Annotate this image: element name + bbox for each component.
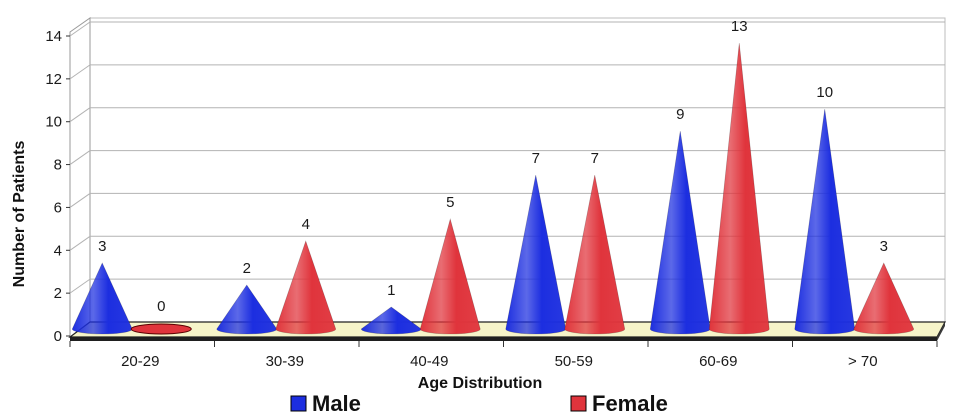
gridline-side	[69, 150, 91, 165]
x-tick-label: 50-59	[555, 353, 593, 370]
cone-base-flat	[130, 323, 192, 335]
data-label-female: 0	[157, 298, 165, 315]
data-label-female: 13	[731, 18, 748, 35]
x-tick-label: 20-29	[121, 353, 159, 370]
cone-female-5	[853, 262, 915, 335]
data-labels: 3 0 2 4 1 5 7 7 9 13 10 3	[98, 18, 888, 315]
x-tick-label: 60-69	[699, 353, 737, 370]
gridline-side	[69, 235, 91, 251]
y-tick-label: 4	[54, 242, 62, 259]
cone-series	[71, 42, 915, 335]
floor-edge	[70, 337, 937, 341]
x-tick-label: > 70	[848, 353, 878, 370]
data-label-male: 7	[532, 150, 540, 167]
y-tick-label: 10	[45, 114, 62, 131]
legend: Male Female	[290, 391, 668, 416]
cone-female-4	[708, 42, 770, 335]
side-wall	[69, 17, 91, 338]
data-label-male: 10	[816, 84, 833, 101]
legend-label-female: Female	[592, 391, 668, 416]
data-label-female: 4	[302, 216, 310, 233]
x-tick-label: 40-49	[410, 353, 448, 370]
data-label-male: 9	[676, 106, 684, 123]
x-axis-title: Age Distribution	[418, 375, 542, 392]
data-label-male: 3	[98, 238, 106, 255]
cone-female-1	[275, 240, 337, 335]
cone-female-3	[564, 174, 626, 335]
y-tick-label: 12	[45, 71, 62, 88]
gridline-side	[69, 21, 91, 37]
y-tick-label: 2	[54, 285, 62, 302]
data-label-male: 1	[387, 282, 395, 299]
legend-swatch-male	[290, 395, 307, 412]
data-label-female: 3	[880, 238, 888, 255]
floor-edge-side	[937, 322, 945, 341]
y-tick-label: 14	[45, 28, 62, 45]
y-tick-label: 8	[54, 157, 62, 174]
legend-swatch-female	[570, 395, 587, 412]
cone-female-0	[130, 323, 192, 335]
data-label-female: 7	[591, 150, 599, 167]
y-axis-title: Number of Patients	[11, 141, 28, 288]
x-tick-label: 30-39	[266, 353, 304, 370]
data-label-male: 2	[243, 260, 251, 277]
y-tick-label: 6	[54, 199, 62, 216]
legend-label-male: Male	[312, 391, 361, 416]
cone-female-2	[419, 217, 481, 335]
gridline-side	[69, 193, 91, 208]
cone-body	[853, 262, 915, 335]
gridline-side	[69, 64, 91, 80]
cone-body	[419, 217, 481, 335]
y-tick-label: 0	[54, 328, 62, 345]
cone-body	[708, 42, 770, 335]
cone-body	[564, 174, 626, 335]
data-label-female: 5	[446, 194, 454, 211]
gridline-side	[69, 107, 91, 123]
cone-body	[275, 240, 337, 335]
gridline-side	[69, 278, 91, 294]
x-axis-ticks: 20-29 30-39 40-49 50-59 60-69 > 70	[69, 341, 938, 370]
gridlines	[69, 21, 945, 294]
y-axis-ticks: 0 2 4 6 8 10 12 14	[45, 28, 70, 345]
